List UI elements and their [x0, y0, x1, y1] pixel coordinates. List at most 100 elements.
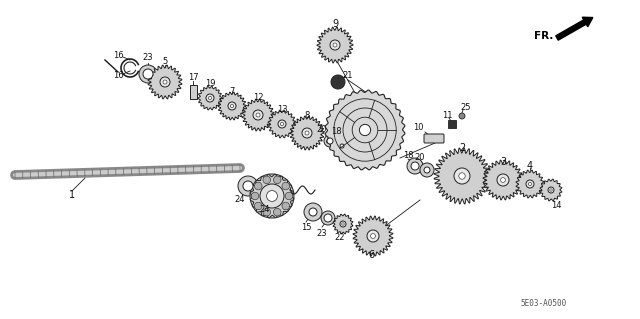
Circle shape: [342, 223, 344, 225]
Text: 16: 16: [113, 71, 124, 80]
Polygon shape: [483, 160, 523, 200]
Circle shape: [454, 168, 470, 184]
Text: 15: 15: [301, 224, 311, 233]
Text: 5E03-A0500: 5E03-A0500: [520, 299, 566, 308]
Text: 22: 22: [335, 234, 345, 242]
Circle shape: [305, 131, 309, 135]
Circle shape: [163, 80, 167, 84]
Circle shape: [333, 43, 337, 47]
Circle shape: [309, 208, 317, 216]
Text: 24: 24: [260, 205, 270, 214]
Circle shape: [280, 122, 284, 126]
Circle shape: [340, 144, 344, 148]
Text: 7: 7: [229, 86, 235, 95]
Circle shape: [529, 182, 532, 186]
Circle shape: [526, 180, 534, 188]
Circle shape: [459, 113, 465, 119]
Circle shape: [321, 211, 335, 225]
Circle shape: [278, 120, 286, 128]
Polygon shape: [148, 65, 182, 99]
Text: 12: 12: [253, 93, 263, 102]
Circle shape: [206, 94, 214, 102]
Circle shape: [255, 182, 262, 190]
Text: 21: 21: [343, 70, 353, 79]
Polygon shape: [516, 170, 544, 198]
Circle shape: [371, 234, 376, 238]
Text: 8: 8: [304, 110, 310, 120]
Text: 23: 23: [143, 54, 154, 63]
Circle shape: [251, 192, 259, 200]
Polygon shape: [290, 116, 324, 150]
FancyBboxPatch shape: [424, 134, 444, 143]
Circle shape: [337, 141, 347, 151]
Text: 17: 17: [188, 73, 198, 83]
Text: 2: 2: [459, 143, 465, 153]
Circle shape: [250, 174, 294, 218]
Polygon shape: [268, 110, 296, 138]
Circle shape: [304, 203, 322, 221]
Text: 20: 20: [415, 152, 425, 161]
Circle shape: [267, 190, 277, 201]
Circle shape: [420, 163, 434, 177]
Circle shape: [209, 96, 212, 100]
Text: FR.: FR.: [534, 31, 553, 41]
Polygon shape: [198, 86, 222, 110]
Text: 16: 16: [113, 50, 124, 60]
Text: 23: 23: [317, 228, 327, 238]
Circle shape: [324, 135, 336, 147]
Text: 25: 25: [461, 102, 471, 112]
Circle shape: [260, 184, 284, 208]
Circle shape: [273, 208, 281, 216]
Circle shape: [330, 40, 340, 50]
Text: 19: 19: [205, 79, 215, 88]
Circle shape: [263, 208, 271, 216]
Text: 5: 5: [163, 57, 168, 66]
Circle shape: [263, 176, 271, 184]
Bar: [448, 120, 456, 128]
Circle shape: [255, 202, 262, 210]
Text: 1: 1: [69, 190, 75, 200]
Circle shape: [256, 113, 260, 117]
Circle shape: [243, 181, 253, 191]
Text: 11: 11: [442, 110, 452, 120]
Polygon shape: [317, 27, 353, 63]
Text: 3: 3: [500, 157, 506, 167]
Circle shape: [253, 110, 263, 120]
Circle shape: [282, 202, 289, 210]
Polygon shape: [434, 148, 490, 204]
Text: 6: 6: [368, 250, 374, 260]
Text: 18: 18: [331, 127, 341, 136]
Circle shape: [407, 158, 423, 174]
Circle shape: [459, 173, 465, 179]
Circle shape: [424, 167, 430, 173]
Bar: [189, 85, 196, 99]
Circle shape: [160, 77, 170, 87]
Circle shape: [550, 189, 552, 191]
Circle shape: [228, 102, 236, 110]
Circle shape: [285, 192, 293, 200]
Circle shape: [324, 214, 332, 222]
Polygon shape: [540, 179, 562, 201]
Text: 9: 9: [332, 19, 338, 29]
Text: 10: 10: [413, 123, 423, 132]
Polygon shape: [325, 90, 405, 170]
Text: 13: 13: [276, 106, 287, 115]
Circle shape: [230, 104, 234, 108]
FancyArrow shape: [556, 17, 593, 40]
Circle shape: [548, 187, 554, 193]
Circle shape: [497, 174, 509, 186]
Circle shape: [360, 124, 371, 136]
Circle shape: [367, 230, 379, 242]
Polygon shape: [242, 99, 274, 131]
Circle shape: [500, 178, 506, 182]
Text: 14: 14: [551, 201, 561, 210]
Circle shape: [302, 128, 312, 138]
Text: 4: 4: [527, 161, 533, 171]
Circle shape: [340, 221, 346, 227]
Circle shape: [327, 138, 333, 144]
Polygon shape: [250, 174, 294, 218]
Circle shape: [143, 69, 153, 79]
Circle shape: [331, 75, 345, 89]
Circle shape: [282, 182, 289, 190]
Text: 24: 24: [235, 196, 245, 204]
